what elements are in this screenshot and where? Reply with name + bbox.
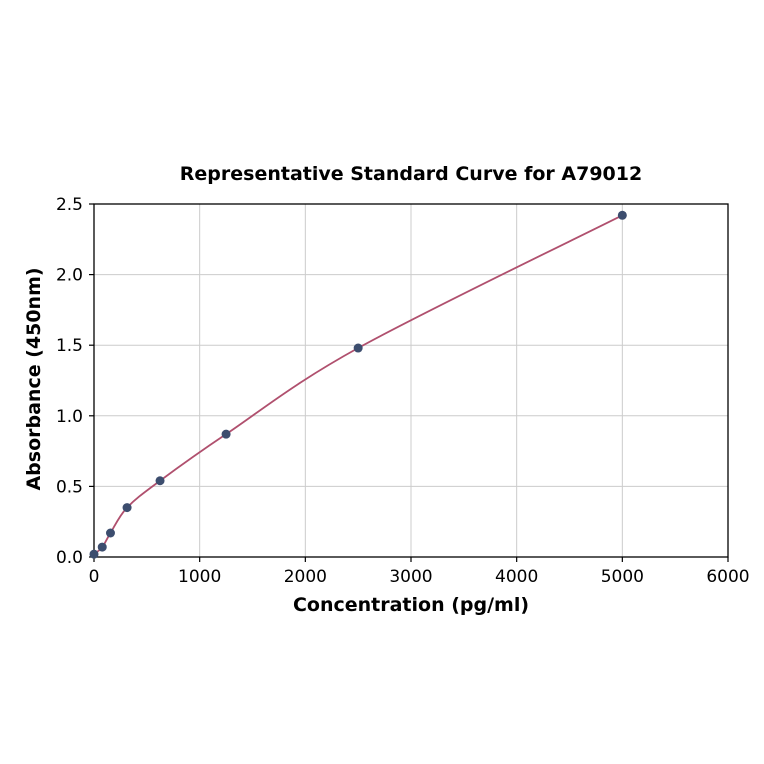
x-tick-label: 0 bbox=[89, 567, 100, 587]
y-tick-label: 1.5 bbox=[56, 336, 83, 356]
chart-title: Representative Standard Curve for A79012 bbox=[180, 163, 642, 185]
x-tick-label: 3000 bbox=[389, 567, 432, 587]
data-point-marker bbox=[617, 210, 627, 220]
y-tick-label: 2.0 bbox=[56, 266, 83, 286]
fitted-curve bbox=[93, 214, 623, 555]
data-point-marker bbox=[353, 343, 363, 353]
x-tick-label: 2000 bbox=[284, 567, 327, 587]
y-tick-label: 2.5 bbox=[56, 195, 83, 215]
x-tick-label: 4000 bbox=[495, 567, 538, 587]
data-point-marker bbox=[221, 429, 231, 439]
data-point-marker bbox=[122, 503, 132, 513]
data-point-marker bbox=[89, 549, 99, 559]
x-tick-label: 1000 bbox=[178, 567, 221, 587]
data-point-marker bbox=[105, 528, 115, 538]
x-axis-label: Concentration (pg/ml) bbox=[293, 594, 529, 616]
y-tick-label: 0.5 bbox=[56, 477, 83, 497]
data-point-marker bbox=[155, 476, 165, 486]
x-tick-label: 6000 bbox=[706, 567, 749, 587]
y-axis-label: Absorbance (450nm) bbox=[23, 267, 45, 490]
y-tick-label: 0.0 bbox=[56, 548, 83, 568]
y-tick-label: 1.0 bbox=[56, 407, 83, 427]
x-tick-label: 5000 bbox=[601, 567, 644, 587]
data-point-marker bbox=[97, 542, 107, 552]
chart-plot-area: 0 1000 2000 3000 4000 5000 6000 0.0 0.5 1.0 1.5 2.0… bbox=[56, 195, 750, 587]
